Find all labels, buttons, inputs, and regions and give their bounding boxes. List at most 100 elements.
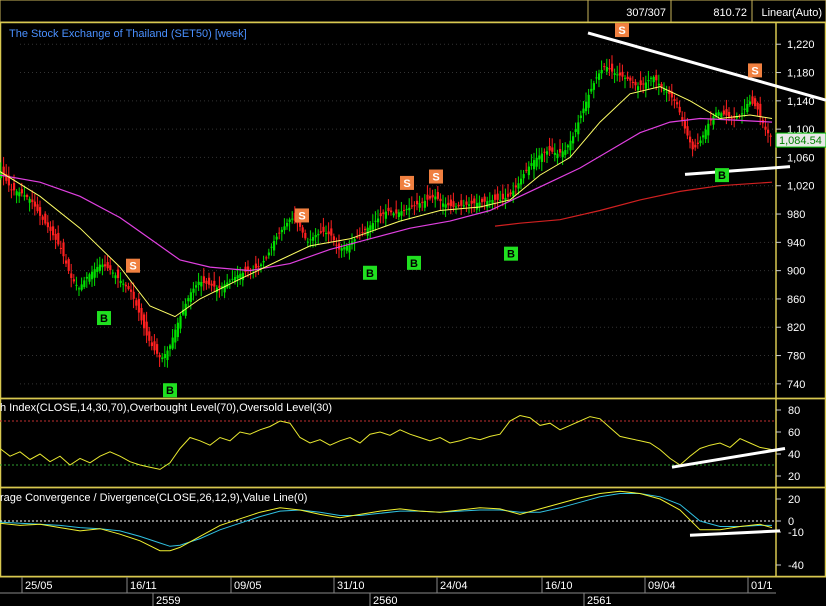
candle-body xyxy=(322,226,325,232)
candle-body xyxy=(660,84,663,88)
candle-body xyxy=(512,190,515,197)
candle-body xyxy=(377,218,380,223)
candle-body xyxy=(353,239,356,242)
sell-signal-marker-label: S xyxy=(751,65,758,77)
candle-body xyxy=(608,68,611,70)
candle-body xyxy=(525,169,528,171)
price-tick-label: 780 xyxy=(787,351,805,363)
candle-body xyxy=(621,71,624,77)
candle-body xyxy=(195,285,198,288)
candle-body xyxy=(236,275,239,279)
candle-body xyxy=(488,200,491,202)
candle-body xyxy=(135,300,138,306)
candle-body xyxy=(496,193,499,200)
buy-signal-marker-label: B xyxy=(718,170,726,182)
candle-body xyxy=(122,283,125,285)
candle-body xyxy=(140,308,143,321)
price-tick-label: 1,020 xyxy=(787,181,815,193)
candle-body xyxy=(603,66,606,68)
candle-body xyxy=(665,91,668,93)
candle-body xyxy=(247,266,250,271)
candle-body xyxy=(507,193,510,197)
candle-body xyxy=(746,104,749,112)
candle-body xyxy=(192,288,195,293)
candle-body xyxy=(673,99,676,101)
rsi-panel-title: h Index(CLOSE,14,30,70),Overbought Level… xyxy=(0,402,332,414)
candle-body xyxy=(447,202,450,206)
candle-body xyxy=(117,269,120,279)
candle-body xyxy=(10,189,13,191)
candle-body xyxy=(54,233,57,240)
candles xyxy=(0,55,772,368)
candle-body xyxy=(431,194,434,198)
candle-body xyxy=(686,126,689,136)
candle-body xyxy=(676,102,679,105)
candle-body xyxy=(720,113,723,118)
candle-body xyxy=(7,175,10,186)
candle-body xyxy=(668,89,671,95)
candle-body xyxy=(637,86,640,91)
candle-body xyxy=(67,259,70,271)
x-date-label: 01/1 xyxy=(751,580,772,592)
price-panel-title: The Stock Exchange of Thailand (SET50) [… xyxy=(9,28,247,40)
candle-body xyxy=(70,273,73,278)
candle-body xyxy=(215,287,218,293)
candle-body xyxy=(634,81,637,86)
macd-tick-label: -40 xyxy=(788,560,804,572)
candle-body xyxy=(683,121,686,129)
candle-body xyxy=(481,198,484,203)
candle-body xyxy=(767,129,770,134)
candle-body xyxy=(161,357,164,360)
candle-body xyxy=(689,136,692,143)
candle-body xyxy=(473,198,476,204)
candle-body xyxy=(44,213,47,224)
candle-body xyxy=(600,69,603,74)
sell-signal-marker-label: S xyxy=(298,210,305,222)
candle-body xyxy=(119,280,122,284)
candle-body xyxy=(189,292,192,302)
candle-body xyxy=(559,148,562,153)
candle-body xyxy=(75,284,78,286)
candle-body xyxy=(327,231,330,235)
candle-body xyxy=(182,309,185,315)
candle-body xyxy=(137,298,140,313)
ma-slow-line xyxy=(494,181,773,227)
candle-body xyxy=(184,303,187,316)
candle-body xyxy=(15,191,18,196)
candle-body xyxy=(449,199,452,207)
candle-body xyxy=(618,72,621,76)
price-tick-label: 860 xyxy=(787,294,805,306)
candle-body xyxy=(335,244,338,246)
candle-body xyxy=(104,264,107,267)
candle-body xyxy=(59,247,62,250)
sell-signal-marker xyxy=(126,258,140,273)
candle-body xyxy=(538,155,541,160)
rsi-tick-label: 40 xyxy=(788,449,800,461)
candle-body xyxy=(291,218,294,220)
candle-body xyxy=(26,194,29,198)
candle-body xyxy=(553,152,556,155)
rsi-trendline xyxy=(671,447,786,469)
candle-body xyxy=(345,245,348,251)
candle-body xyxy=(566,145,569,148)
candle-body xyxy=(598,73,601,80)
candle-body xyxy=(577,122,580,135)
candle-body xyxy=(163,354,166,359)
sell-signal-marker xyxy=(429,169,443,184)
candle-body xyxy=(306,241,309,243)
candle-body xyxy=(132,291,135,299)
candle-body xyxy=(257,265,260,268)
candle-body xyxy=(426,194,429,200)
scale-mode[interactable]: Linear(Auto) xyxy=(761,7,822,19)
candle-body xyxy=(533,160,536,170)
candle-body xyxy=(465,201,468,205)
candle-body xyxy=(156,344,159,354)
candle-body xyxy=(470,200,473,204)
candle-body xyxy=(587,94,590,108)
candle-body xyxy=(397,212,400,218)
candle-body xyxy=(722,110,725,115)
candle-body xyxy=(572,136,575,144)
candle-body xyxy=(361,232,364,234)
candle-body xyxy=(642,83,645,85)
